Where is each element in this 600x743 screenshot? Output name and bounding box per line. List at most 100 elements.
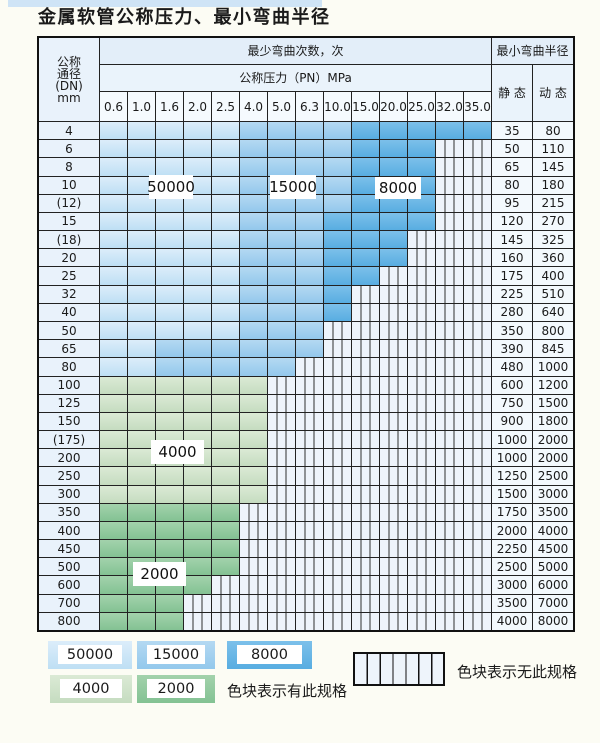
- spec-cell-8000: [464, 122, 491, 140]
- dynamic-radius-cell: 7000: [533, 594, 573, 612]
- spec-cell-no-spec: [380, 558, 407, 576]
- spec-cell-50000: [212, 122, 239, 140]
- spec-cell-2000: [156, 612, 183, 630]
- spec-cell-4000: [212, 376, 239, 394]
- spec-cell-15000: [268, 358, 295, 376]
- dn-cell: 40: [39, 303, 99, 321]
- spec-cell-no-spec: [324, 321, 351, 340]
- spec-cell-no-spec: [464, 212, 491, 231]
- spec-cell-15000: [324, 158, 351, 176]
- spec-cell-8000: [380, 140, 407, 158]
- spec-cell-50000: [100, 231, 127, 249]
- spec-cell-no-spec: [436, 212, 463, 231]
- spec-cell-no-spec: [408, 431, 435, 449]
- corner-header-line: mm: [57, 90, 81, 105]
- spec-cell-8000: [408, 140, 435, 158]
- spec-cell-no-spec: [324, 412, 351, 431]
- spec-cell-15000: [296, 249, 323, 267]
- spec-cell-no-spec: [268, 376, 295, 394]
- spec-cell-no-spec: [296, 358, 323, 376]
- spec-cell-no-spec: [352, 412, 379, 431]
- spec-cell-4000: [128, 485, 155, 503]
- static-radius-cell: 390: [492, 340, 532, 358]
- spec-cell-no-spec: [436, 321, 463, 340]
- dn-cell: 50: [39, 321, 99, 340]
- spec-cell-no-spec: [352, 285, 379, 303]
- spec-cell-no-spec: [240, 594, 267, 612]
- spec-cell-2000: [184, 576, 211, 594]
- spec-cell-no-spec: [408, 358, 435, 376]
- spec-cell-no-spec: [464, 467, 491, 485]
- spec-cell-50000: [184, 194, 211, 212]
- spec-cell-15000: [184, 340, 211, 358]
- spec-cell-no-spec: [436, 449, 463, 467]
- spec-cell-no-spec: [436, 503, 463, 521]
- spec-cell-50000: [128, 212, 155, 231]
- spec-cell-15000: [324, 176, 351, 194]
- spec-cell-no-spec: [436, 540, 463, 558]
- spec-cell-2000: [184, 558, 211, 576]
- spec-cell-no-spec: [184, 594, 211, 612]
- spec-cell-15000: [240, 212, 267, 231]
- dynamic-radius-cell: 325: [533, 231, 573, 249]
- spec-cell-no-spec: [408, 303, 435, 321]
- dynamic-radius-cell: 510: [533, 285, 573, 303]
- spec-cell-no-spec: [408, 321, 435, 340]
- legend-swatch-4000: 4000: [50, 675, 132, 703]
- dynamic-radius-cell: 800: [533, 321, 573, 340]
- static-radius-cell: 350: [492, 321, 532, 340]
- dynamic-radius-cell: 5000: [533, 558, 573, 576]
- spec-cell-2000: [156, 521, 183, 540]
- spec-cell-no-spec: [408, 612, 435, 630]
- legend-label-2000: 2000: [147, 679, 205, 698]
- spec-cell-15000: [296, 303, 323, 321]
- pressure-column-header: 5.0: [268, 92, 295, 121]
- legend-label-50000: 50000: [58, 645, 122, 664]
- spec-cell-15000: [296, 267, 323, 285]
- spec-cell-no-spec: [464, 431, 491, 449]
- spec-cell-no-spec: [436, 558, 463, 576]
- spec-cell-no-spec: [380, 285, 407, 303]
- spec-cell-no-spec: [464, 176, 491, 194]
- spec-cell-50000: [100, 122, 127, 140]
- hose-spec-table: 公称 通径 (DN) mm 最少弯曲次数，次 最小弯曲半径 公称压力（PN）MPa 静 态动 …: [37, 36, 575, 632]
- spec-cell-no-spec: [324, 576, 351, 594]
- spec-cell-no-spec: [464, 594, 491, 612]
- legend-has-spec-note: 色块表示有此规格: [227, 682, 348, 700]
- spec-cell-50000: [100, 267, 127, 285]
- cycle-label-2000: 2000: [133, 562, 186, 586]
- spec-cell-50000: [212, 212, 239, 231]
- spec-cell-50000: [100, 158, 127, 176]
- spec-cell-no-spec: [240, 521, 267, 540]
- spec-cell-8000: [408, 122, 435, 140]
- dn-cell: 500: [39, 558, 99, 576]
- spec-cell-8000: [380, 122, 407, 140]
- spec-cell-no-spec: [436, 176, 463, 194]
- spec-cell-15000: [268, 140, 295, 158]
- spec-cell-no-spec: [408, 503, 435, 521]
- spec-cell-4000: [184, 376, 211, 394]
- legend-label-15000: 15000: [147, 645, 205, 664]
- spec-cell-15000: [268, 158, 295, 176]
- spec-cell-no-spec: [436, 431, 463, 449]
- corner-header-dn: 公称 通径 (DN) mm: [39, 38, 99, 121]
- spec-cell-no-spec: [408, 449, 435, 467]
- spec-cell-50000: [128, 267, 155, 285]
- spec-cell-15000: [240, 231, 267, 249]
- spec-cell-no-spec: [352, 358, 379, 376]
- spec-cell-4000: [240, 449, 267, 467]
- spec-cell-no-spec: [240, 612, 267, 630]
- spec-cell-50000: [156, 140, 183, 158]
- spec-cell-no-spec: [324, 485, 351, 503]
- spec-cell-15000: [268, 340, 295, 358]
- spec-cell-no-spec: [380, 376, 407, 394]
- spec-cell-50000: [156, 122, 183, 140]
- static-radius-cell: 900: [492, 412, 532, 431]
- spec-cell-no-spec: [268, 449, 295, 467]
- spec-cell-50000: [156, 303, 183, 321]
- spec-cell-2000: [184, 540, 211, 558]
- spec-cell-4000: [156, 467, 183, 485]
- legend-label-8000: 8000: [237, 645, 302, 664]
- static-radius-cell: 35: [492, 122, 532, 140]
- spec-cell-50000: [156, 231, 183, 249]
